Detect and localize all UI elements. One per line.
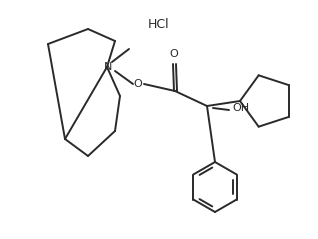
Text: O: O (169, 49, 178, 59)
Text: N: N (104, 62, 112, 72)
Text: O: O (134, 79, 142, 89)
Text: OH: OH (232, 103, 249, 113)
Text: HCl: HCl (148, 17, 170, 31)
